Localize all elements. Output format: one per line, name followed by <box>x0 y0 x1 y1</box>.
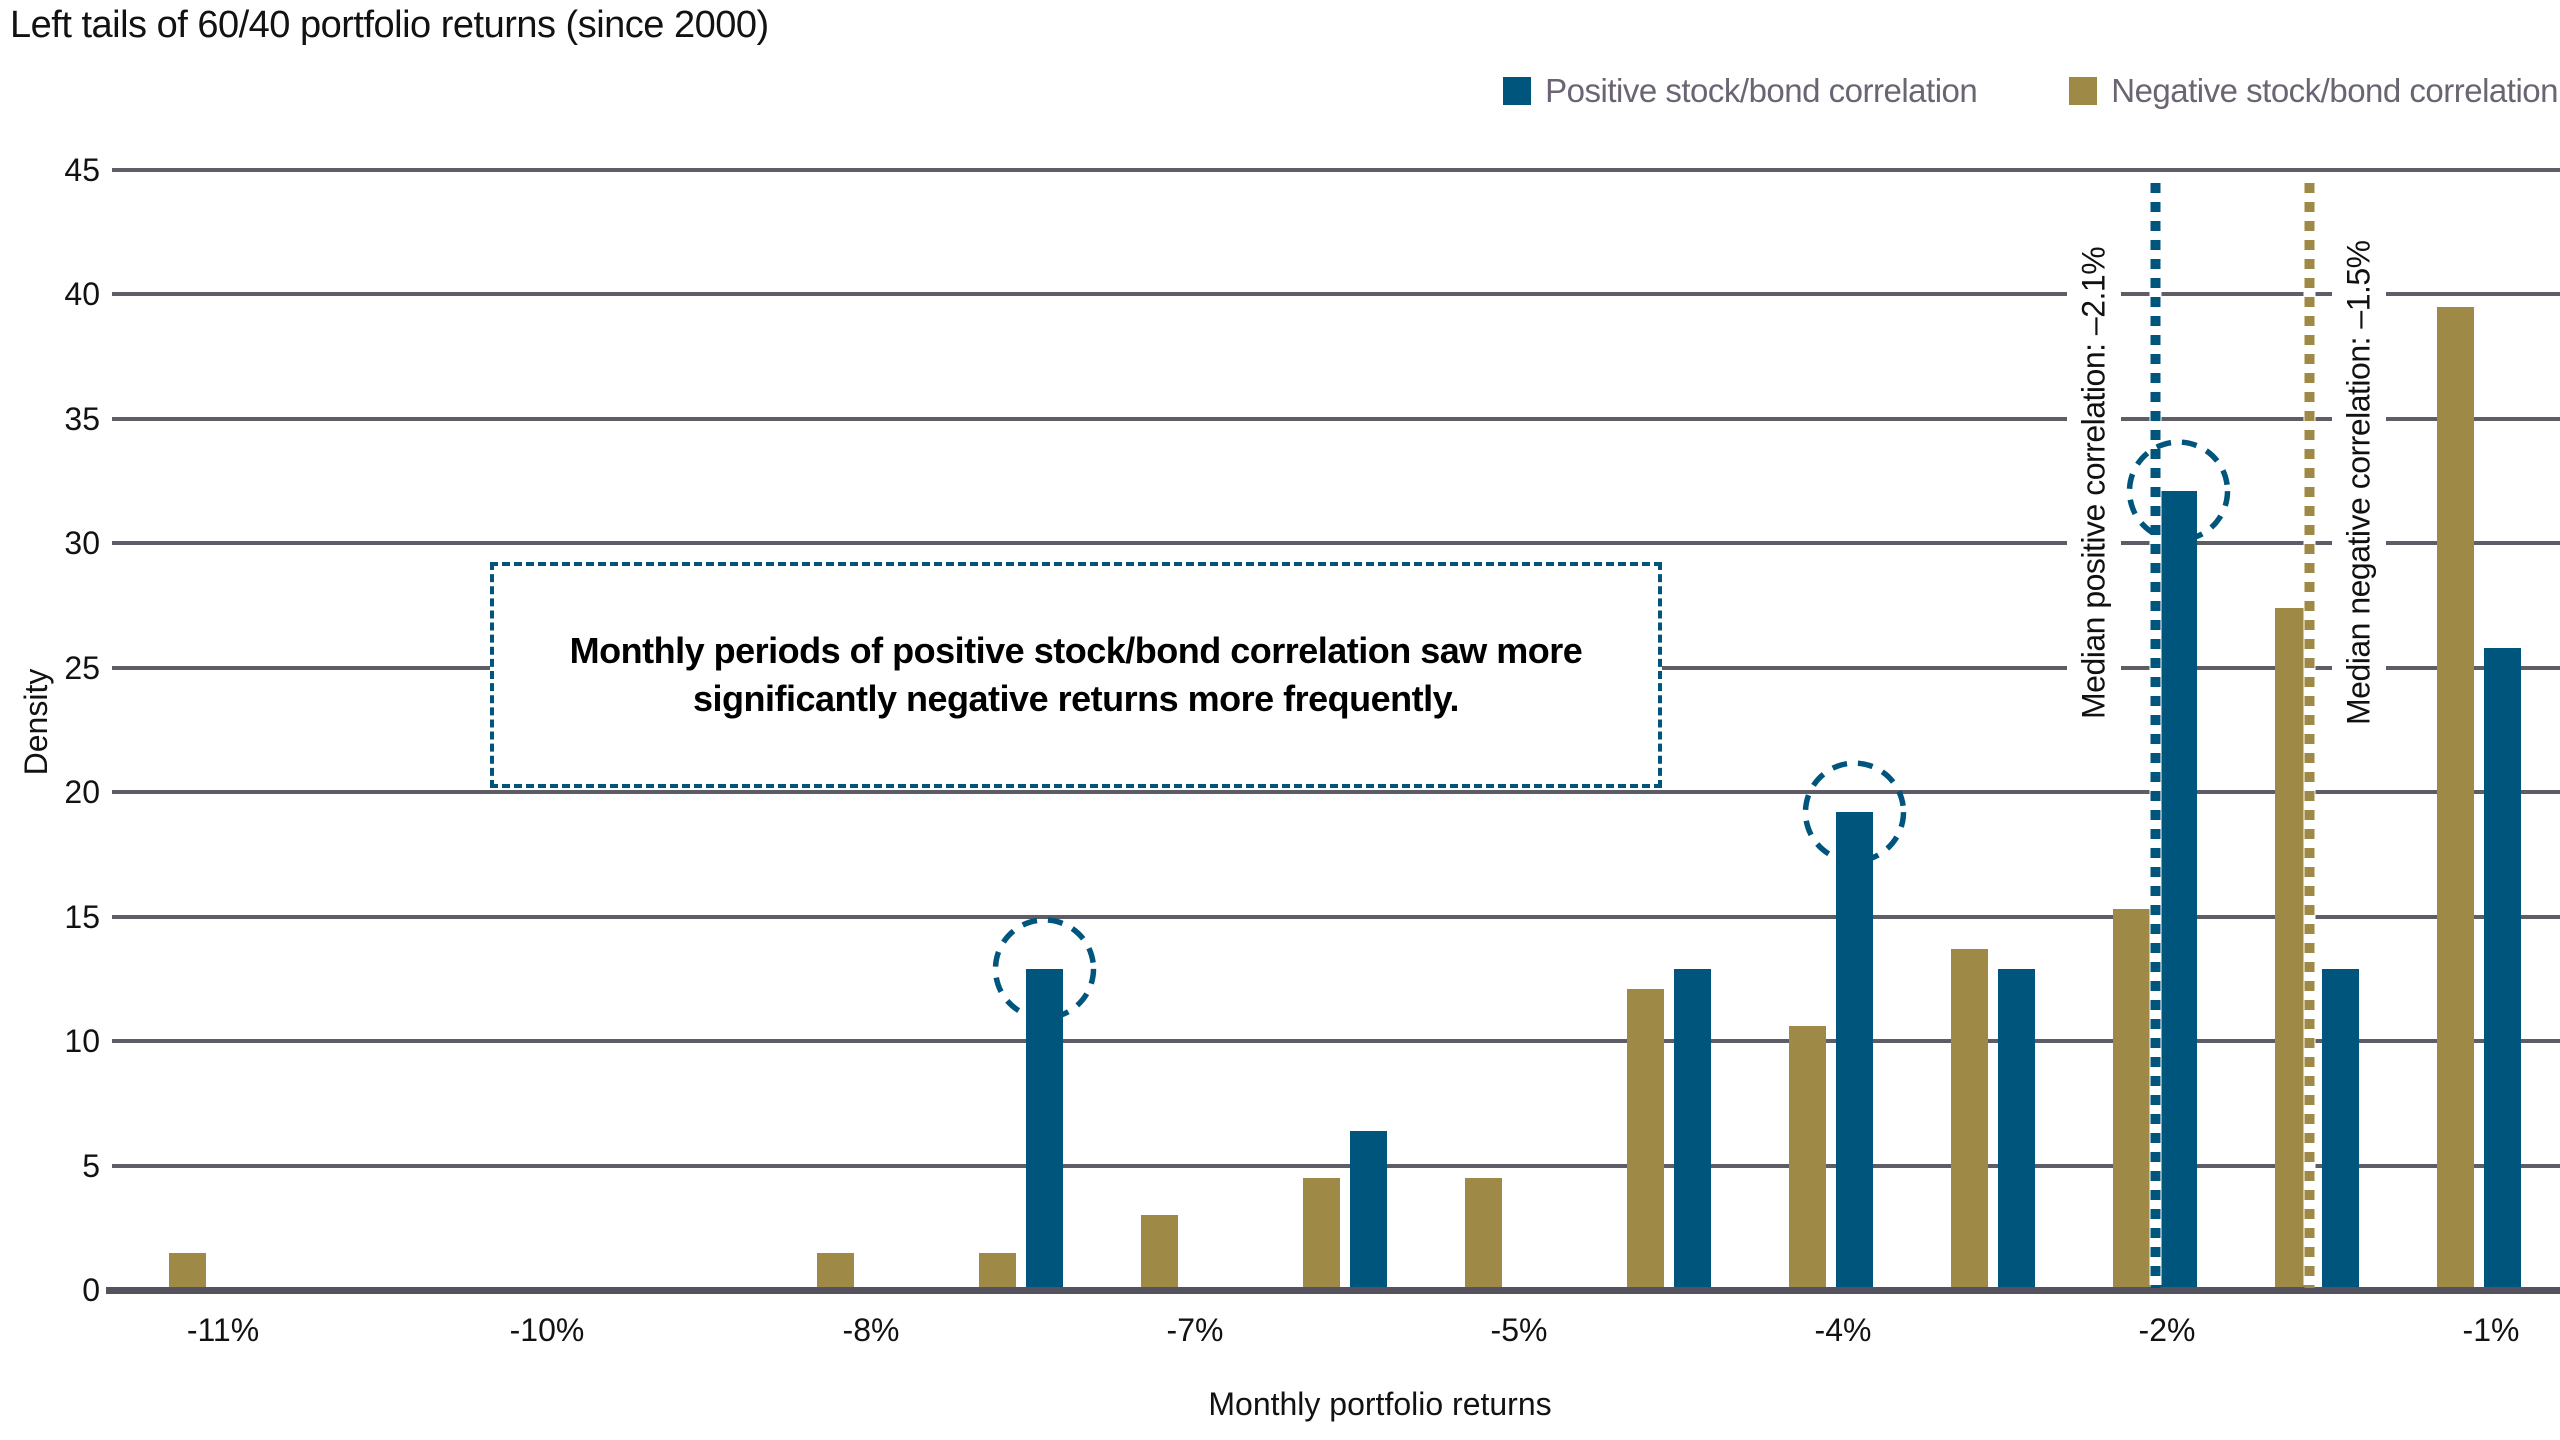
median-positive-label: Median positive correlation: –2.1% <box>2066 188 2121 778</box>
callout-box: Monthly periods of positive stock/bond c… <box>490 562 1662 788</box>
legend: Positive stock/bond correlation Negative … <box>1503 72 2558 110</box>
x-axis-line <box>106 1287 2560 1294</box>
bar-positive-bin-14 <box>2322 968 2359 1290</box>
callout-line-1: Monthly periods of positive stock/bond c… <box>569 630 1583 672</box>
bar-positive-bin-12 <box>1998 968 2035 1290</box>
bar-negative-bin-11 <box>1789 1026 1826 1290</box>
y-tick-10: 10 <box>64 1023 100 1060</box>
bar-negative-bin-12 <box>1951 949 1988 1290</box>
gridline-45 <box>112 168 2560 172</box>
bar-positive-bin-8 <box>1350 1130 1387 1290</box>
bar-negative-bin-14 <box>2275 608 2312 1290</box>
y-tick-40: 40 <box>64 276 100 313</box>
bar-negative-bin-9 <box>1465 1178 1502 1290</box>
bar-negative-bin-10 <box>1627 988 1664 1290</box>
gridline-35 <box>112 416 2560 421</box>
callout-line-2: significantly negative returns more freq… <box>692 678 1460 719</box>
x-tick--11%: -11% <box>186 1312 260 1348</box>
x-tick--2%: -2% <box>2138 1312 2196 1348</box>
x-tick--8%: -8% <box>842 1312 900 1348</box>
legend-label-negative: Negative stock/bond correlation <box>2111 72 2558 109</box>
bar-negative-bin-15 <box>2437 306 2474 1290</box>
bar-negative-bin-13 <box>2113 909 2150 1290</box>
x-tick--1%: -1% <box>2462 1312 2520 1348</box>
bar-negative-bin-1 <box>169 1252 206 1290</box>
bar-negative-bin-6 <box>979 1252 1016 1290</box>
legend-item-positive: Positive stock/bond correlation <box>1503 72 1978 110</box>
y-tick-30: 30 <box>64 525 100 562</box>
bar-negative-bin-7 <box>1141 1215 1178 1290</box>
x-axis-title: Monthly portfolio returns <box>1208 1386 1552 1422</box>
y-tick-25: 25 <box>64 649 100 686</box>
y-tick-45: 45 <box>64 152 100 188</box>
bar-negative-bin-8 <box>1303 1178 1340 1290</box>
legend-swatch-positive <box>1503 77 1532 105</box>
x-tick--7%: -7% <box>1166 1312 1224 1348</box>
median-negative-label: Median negative correlation: –1.5% <box>2331 188 2386 778</box>
legend-swatch-negative <box>2069 77 2098 105</box>
x-tick--10%: -10% <box>509 1312 585 1348</box>
bar-positive-bin-13 <box>2160 491 2197 1290</box>
gridline-40 <box>112 292 2560 297</box>
y-tick-20: 20 <box>64 774 100 811</box>
legend-item-negative: Negative stock/bond correlation <box>2069 72 2558 110</box>
gridline-15 <box>112 914 2560 919</box>
bar-positive-bin-10 <box>1674 968 1711 1290</box>
gridline-5 <box>112 1163 2560 1168</box>
y-tick-35: 35 <box>64 400 100 437</box>
bar-positive-bin-6 <box>1026 968 1063 1290</box>
legend-label-positive: Positive stock/bond correlation <box>1545 72 1978 109</box>
chart-title: Left tails of 60/40 portfolio returns (s… <box>10 4 769 46</box>
y-tick-15: 15 <box>64 898 100 935</box>
gridline-30 <box>112 541 2560 546</box>
gridline-10 <box>112 1039 2560 1044</box>
bar-negative-bin-5 <box>817 1252 854 1290</box>
gridline-20 <box>112 790 2560 795</box>
bar-positive-bin-11 <box>1836 812 1873 1290</box>
x-tick--5%: -5% <box>1490 1312 1548 1348</box>
bar-positive-bin-15 <box>2484 647 2521 1290</box>
y-tick-5: 5 <box>82 1147 100 1184</box>
y-tick-0: 0 <box>82 1272 100 1308</box>
x-tick--4%: -4% <box>1814 1312 1872 1348</box>
